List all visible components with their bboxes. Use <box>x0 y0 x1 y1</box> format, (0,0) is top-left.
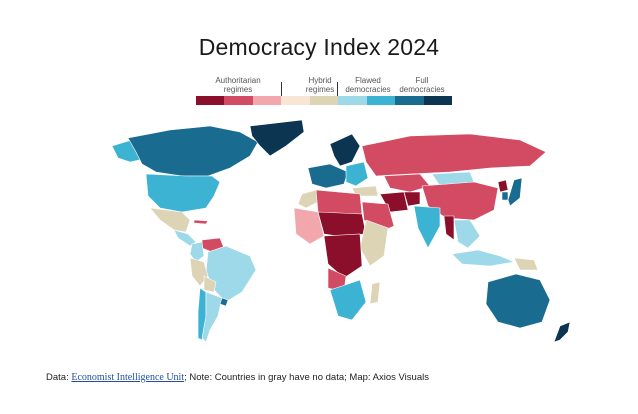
legend-swatch <box>338 96 367 105</box>
source-note: Data: Economist Intelligence Unit; Note:… <box>46 372 429 383</box>
region-brazil <box>205 245 257 303</box>
region-eastern-europe <box>345 161 369 187</box>
world-map <box>111 119 571 343</box>
map-title: Democracy Index 2024 <box>198 34 440 60</box>
region-united-states <box>145 173 221 213</box>
legend-divider <box>281 82 282 96</box>
legend-divider <box>337 82 338 96</box>
region-morocco <box>297 189 319 209</box>
region-afghanistan <box>403 191 421 207</box>
source-prefix: Data: <box>46 372 72 383</box>
legend-swatch <box>423 96 452 105</box>
region-south-korea <box>501 191 509 201</box>
region-india <box>413 205 441 249</box>
legend-color-scale <box>196 96 452 105</box>
region-scandinavia <box>329 133 361 167</box>
source-link[interactable]: Economist Intelligence Unit <box>71 372 185 383</box>
legend-swatch <box>366 96 396 105</box>
region-east-africa <box>359 219 389 267</box>
region-australia <box>485 273 551 329</box>
region-sahel <box>317 211 367 237</box>
region-mexico <box>149 207 191 233</box>
region-bolivia <box>203 275 217 293</box>
region-colombia <box>189 241 205 263</box>
legend-label-hybrid: Hybrid regimes <box>305 76 335 94</box>
legend-swatch <box>252 96 282 105</box>
region-papua-new-guinea <box>513 257 539 271</box>
region-west-africa <box>293 207 325 245</box>
region-southern-africa <box>329 279 367 321</box>
region-new-zealand <box>553 321 571 343</box>
region-indonesia <box>451 249 516 267</box>
legend-swatch <box>309 96 339 105</box>
legend-swatch <box>281 96 310 105</box>
region-myanmar <box>443 215 455 241</box>
region-uruguay <box>219 297 229 307</box>
region-russia <box>361 133 547 177</box>
region-europe-west <box>307 163 349 189</box>
legend-swatch <box>224 96 253 105</box>
region-southeast-asia <box>453 219 481 249</box>
legend-label-full: Full democracies <box>399 76 445 94</box>
region-canada <box>127 125 259 177</box>
region-japan <box>507 177 523 207</box>
legend-swatch <box>196 96 225 105</box>
region-north-korea <box>497 179 509 193</box>
region-kazakhstan <box>383 173 431 193</box>
region-madagascar <box>369 281 381 305</box>
legend-label-flawed: Flawed democracies <box>345 76 391 94</box>
source-suffix: ; Note: Countries in gray have no data; … <box>184 372 429 383</box>
region-cuba <box>193 219 209 225</box>
legend-swatch <box>395 96 424 105</box>
region-greenland <box>249 119 305 157</box>
legend: Authoritarian regimes Hybrid regimes Flawe… <box>196 76 452 105</box>
legend-label-authoritarian: Authoritarian regimes <box>215 76 261 94</box>
region-central-africa <box>323 233 363 279</box>
